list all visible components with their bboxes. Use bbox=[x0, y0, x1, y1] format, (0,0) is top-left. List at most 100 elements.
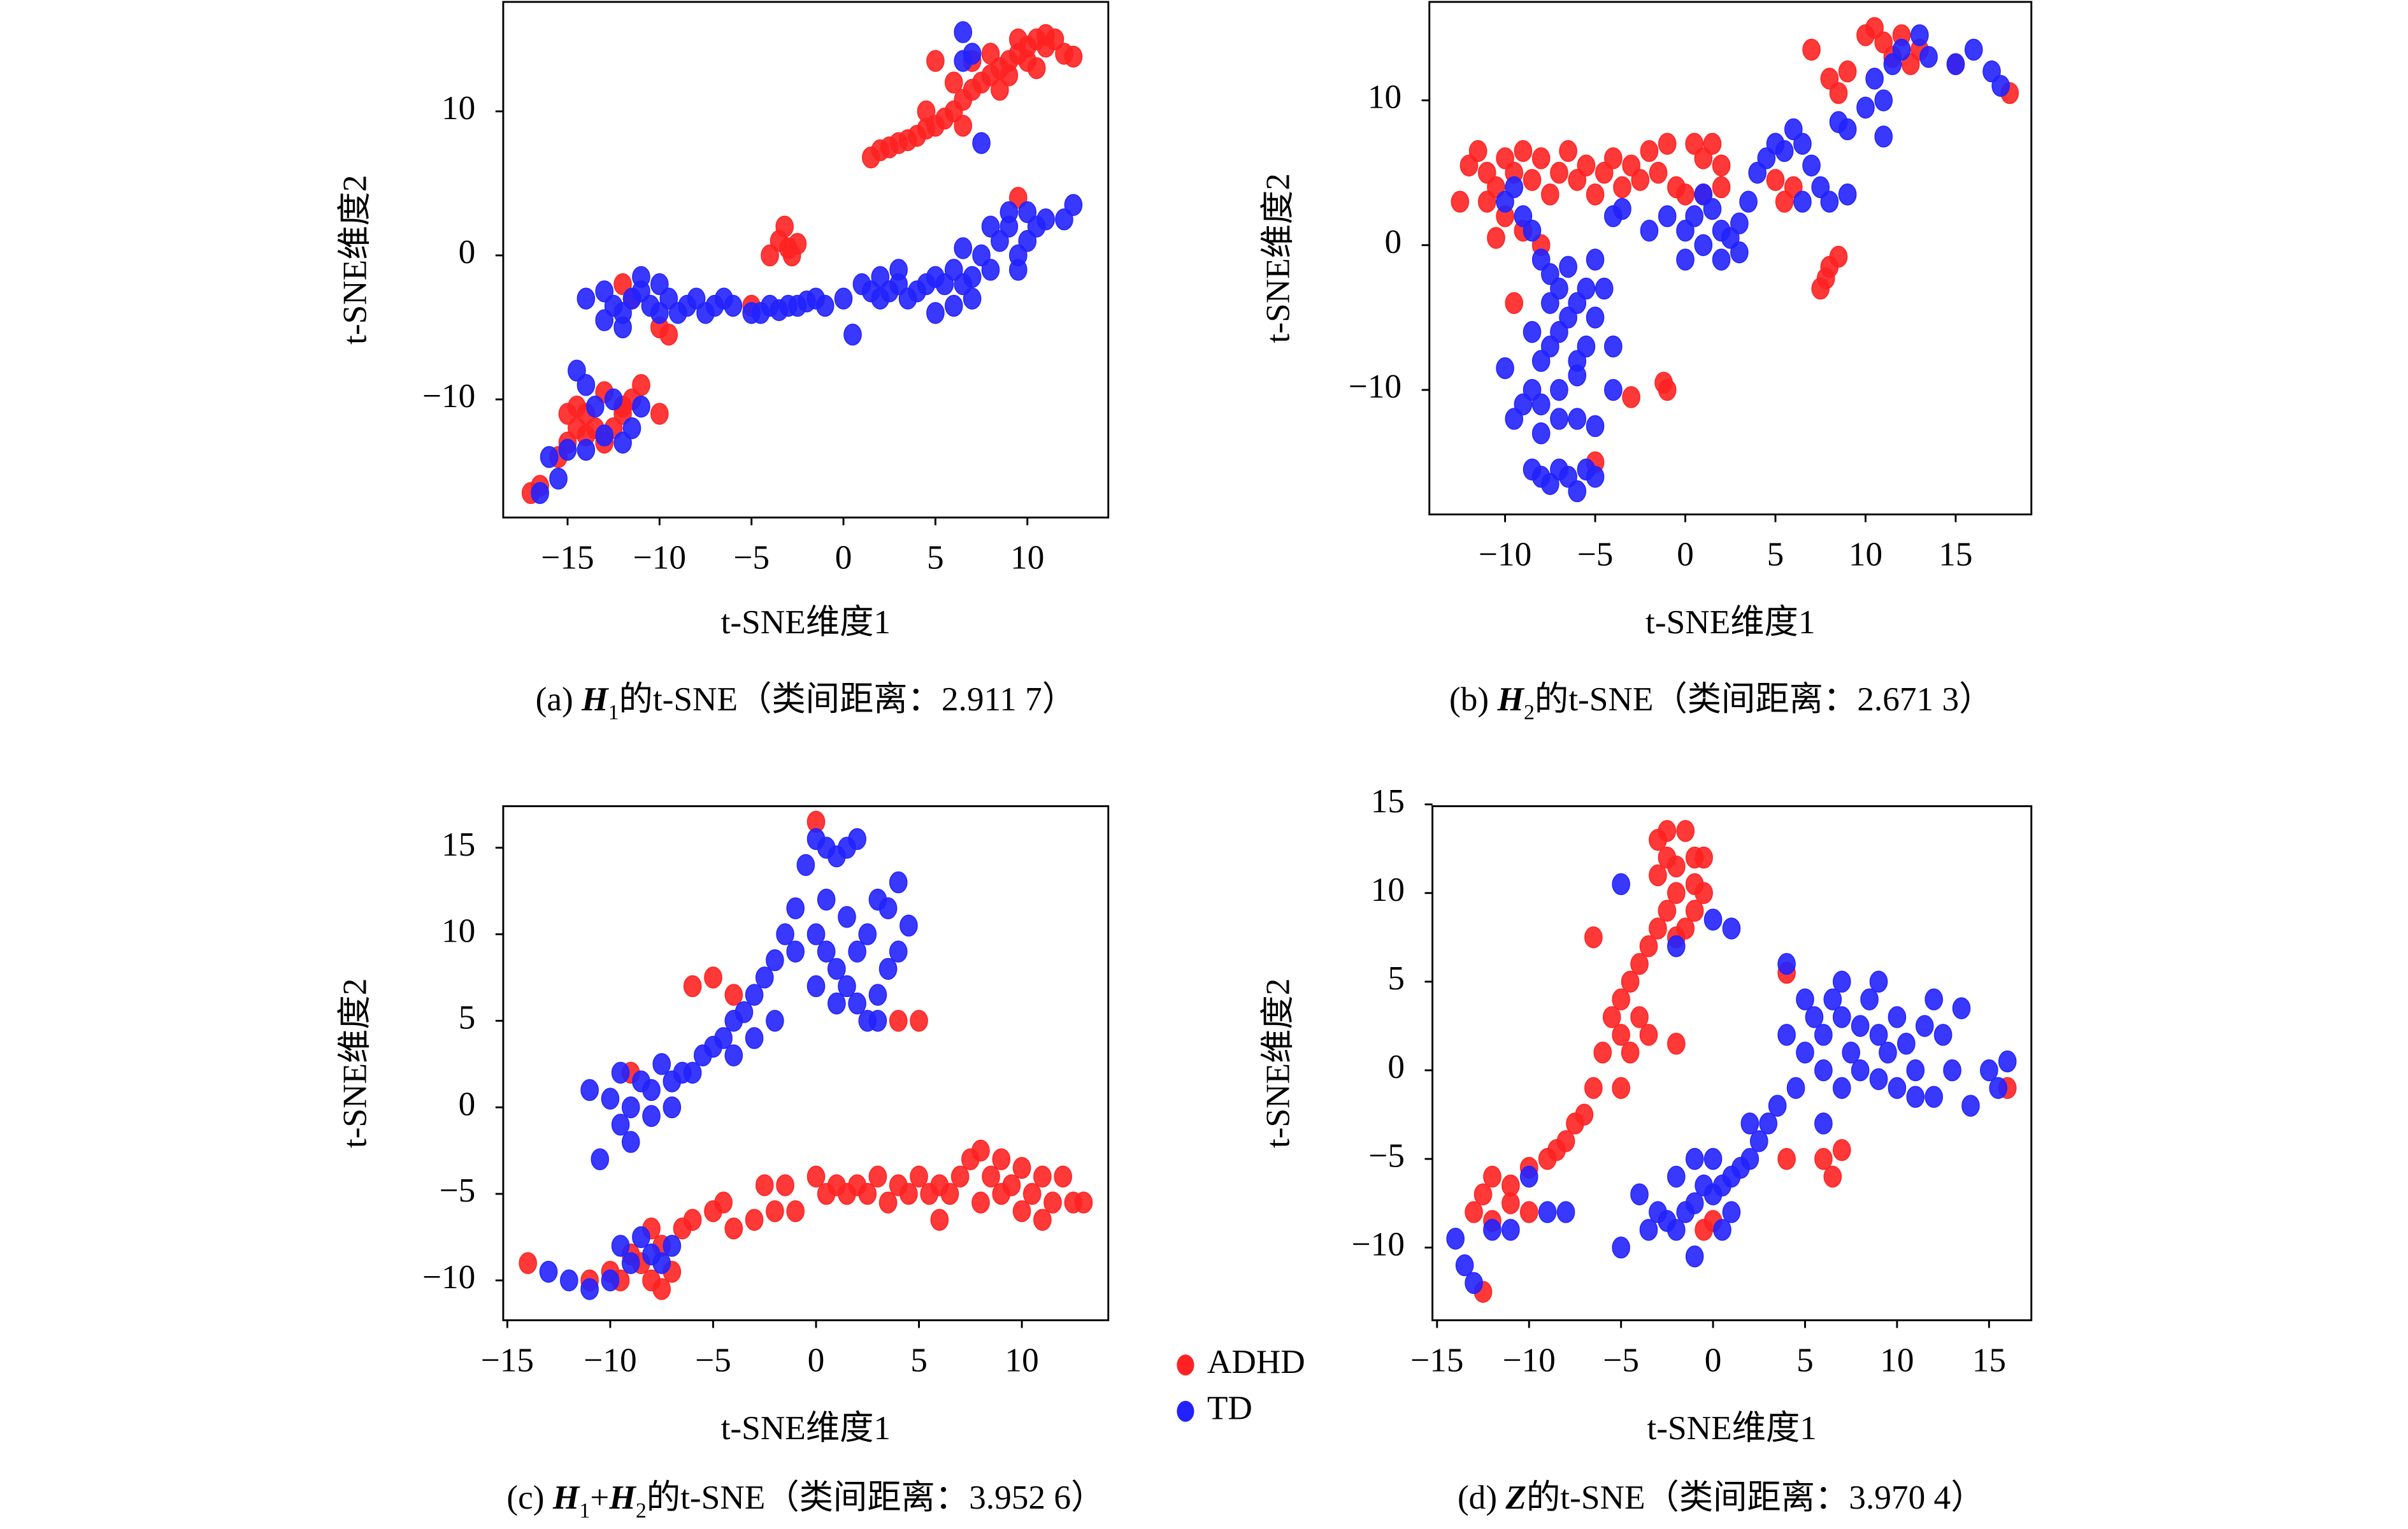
y-tick-label: 10 bbox=[1368, 78, 1401, 116]
scatter-point bbox=[817, 888, 836, 911]
scatter-point bbox=[1685, 1245, 1704, 1268]
scatter-point bbox=[1888, 1077, 1907, 1100]
scatter-point bbox=[1712, 248, 1731, 271]
scatter-point bbox=[745, 1209, 764, 1231]
scatter-point bbox=[1722, 917, 1741, 940]
caption-part: H bbox=[552, 1479, 580, 1516]
scatter-point bbox=[1730, 212, 1749, 234]
scatter-point bbox=[683, 1209, 702, 1231]
scatter-point bbox=[1667, 935, 1686, 958]
scatter-point bbox=[1649, 161, 1668, 184]
scatter-point bbox=[1538, 1147, 1557, 1170]
y-tick-label: 10 bbox=[441, 89, 475, 127]
scatter-point bbox=[1012, 1157, 1031, 1179]
plot-frame bbox=[1428, 1, 2033, 515]
scatter-point bbox=[1829, 245, 1848, 268]
scatter-point bbox=[1703, 1147, 1723, 1170]
scatter-point bbox=[1559, 140, 1577, 162]
scatter-point bbox=[1018, 230, 1037, 252]
x-tick-label: 5 bbox=[910, 1341, 928, 1379]
scatter-point bbox=[1915, 1015, 1934, 1037]
scatter-point bbox=[1538, 1201, 1557, 1223]
scatter-point bbox=[1869, 1024, 1888, 1046]
scatter-point bbox=[1906, 1059, 1925, 1082]
x-tick-label: 0 bbox=[808, 1341, 825, 1379]
x-tick-label: −5 bbox=[1603, 1341, 1639, 1379]
scatter-point bbox=[745, 984, 764, 1006]
scatter-point bbox=[889, 940, 908, 963]
scatter-point bbox=[558, 438, 577, 461]
caption: (c) H1+H2的t-SNE（类间距离：3.952 6） bbox=[506, 1479, 1105, 1523]
scatter-point bbox=[621, 1131, 640, 1153]
caption-part: (a) bbox=[536, 680, 582, 718]
scatter-point bbox=[1906, 1086, 1925, 1108]
scatter-point bbox=[766, 1200, 784, 1223]
caption: (d) Z的t-SNE（类间距离：3.970 4） bbox=[1458, 1479, 1985, 1516]
scatter-point bbox=[1631, 169, 1650, 191]
scatter-point bbox=[1612, 873, 1630, 896]
scatter-point bbox=[577, 438, 596, 461]
scatter-point bbox=[1802, 154, 1821, 176]
scatter-point bbox=[766, 1010, 784, 1032]
scatter-point bbox=[786, 1200, 805, 1223]
scatter-point bbox=[1487, 227, 1505, 249]
scatter-point bbox=[652, 1053, 671, 1075]
scatter-point bbox=[848, 940, 866, 963]
x-tick-label: −15 bbox=[1410, 1341, 1463, 1379]
scatter-point bbox=[954, 115, 972, 137]
scatter-point bbox=[1888, 1006, 1907, 1028]
scatter-point bbox=[981, 215, 1000, 238]
scatter-point bbox=[1505, 292, 1524, 314]
plot-frame bbox=[502, 805, 1110, 1321]
scatter-point bbox=[1649, 864, 1667, 887]
scatter-point bbox=[1796, 1041, 1814, 1064]
scatter-point bbox=[1523, 219, 1542, 242]
x-tick-label: −10 bbox=[584, 1341, 636, 1379]
scatter-point bbox=[1639, 935, 1658, 958]
scatter-point bbox=[1473, 1183, 1493, 1205]
scatter-point bbox=[1009, 259, 1028, 281]
y-tick-label: 10 bbox=[1371, 871, 1405, 908]
scatter-point bbox=[871, 266, 890, 288]
x-tick-label: 5 bbox=[1767, 536, 1784, 573]
scatter-point bbox=[1805, 1006, 1824, 1028]
scatter-point bbox=[1869, 970, 1888, 993]
scatter-point bbox=[1613, 176, 1631, 199]
scatter-point bbox=[910, 1010, 928, 1032]
scatter-point bbox=[868, 888, 887, 911]
scatter-point bbox=[1586, 466, 1605, 488]
scatter-point bbox=[1654, 371, 1673, 394]
scatter-point bbox=[1036, 35, 1055, 58]
caption-part: (d) bbox=[1458, 1479, 1505, 1516]
scatter-point bbox=[1924, 1086, 1943, 1108]
scatter-point bbox=[1667, 176, 1686, 199]
y-tick-label: 5 bbox=[459, 999, 476, 1037]
scatter-point bbox=[1556, 1201, 1575, 1223]
scatter-point bbox=[1604, 147, 1623, 169]
caption-part: 2 bbox=[1524, 701, 1535, 724]
scatter-point bbox=[1531, 350, 1551, 372]
y-tick-label: 0 bbox=[1384, 223, 1401, 261]
scatter-point bbox=[621, 1096, 640, 1119]
scatter-point bbox=[1027, 57, 1046, 80]
x-tick-label: 5 bbox=[927, 538, 944, 576]
scatter-point bbox=[1613, 197, 1631, 220]
scatter-point bbox=[577, 374, 596, 396]
x-tick-label: −15 bbox=[541, 538, 594, 576]
scatter-point bbox=[828, 958, 846, 980]
caption-part: 的t-SNE（类间距离：3.970 4） bbox=[1526, 1479, 1985, 1516]
scatter-point bbox=[1842, 1041, 1861, 1064]
scatter-point bbox=[595, 309, 614, 331]
scatter-point bbox=[1980, 1059, 1998, 1082]
legend-marker bbox=[1177, 1354, 1194, 1376]
scatter-point bbox=[944, 294, 963, 317]
scatter-point bbox=[834, 287, 853, 310]
caption: (a) H1的t-SNE（类间距离：2.911 7） bbox=[536, 680, 1076, 724]
scatter-point bbox=[1838, 183, 1857, 206]
scatter-point bbox=[1740, 1112, 1759, 1135]
scatter-point bbox=[838, 906, 856, 928]
scatter-point bbox=[1639, 1219, 1658, 1241]
scatter-point bbox=[601, 1088, 620, 1110]
scatter-point bbox=[944, 71, 963, 94]
